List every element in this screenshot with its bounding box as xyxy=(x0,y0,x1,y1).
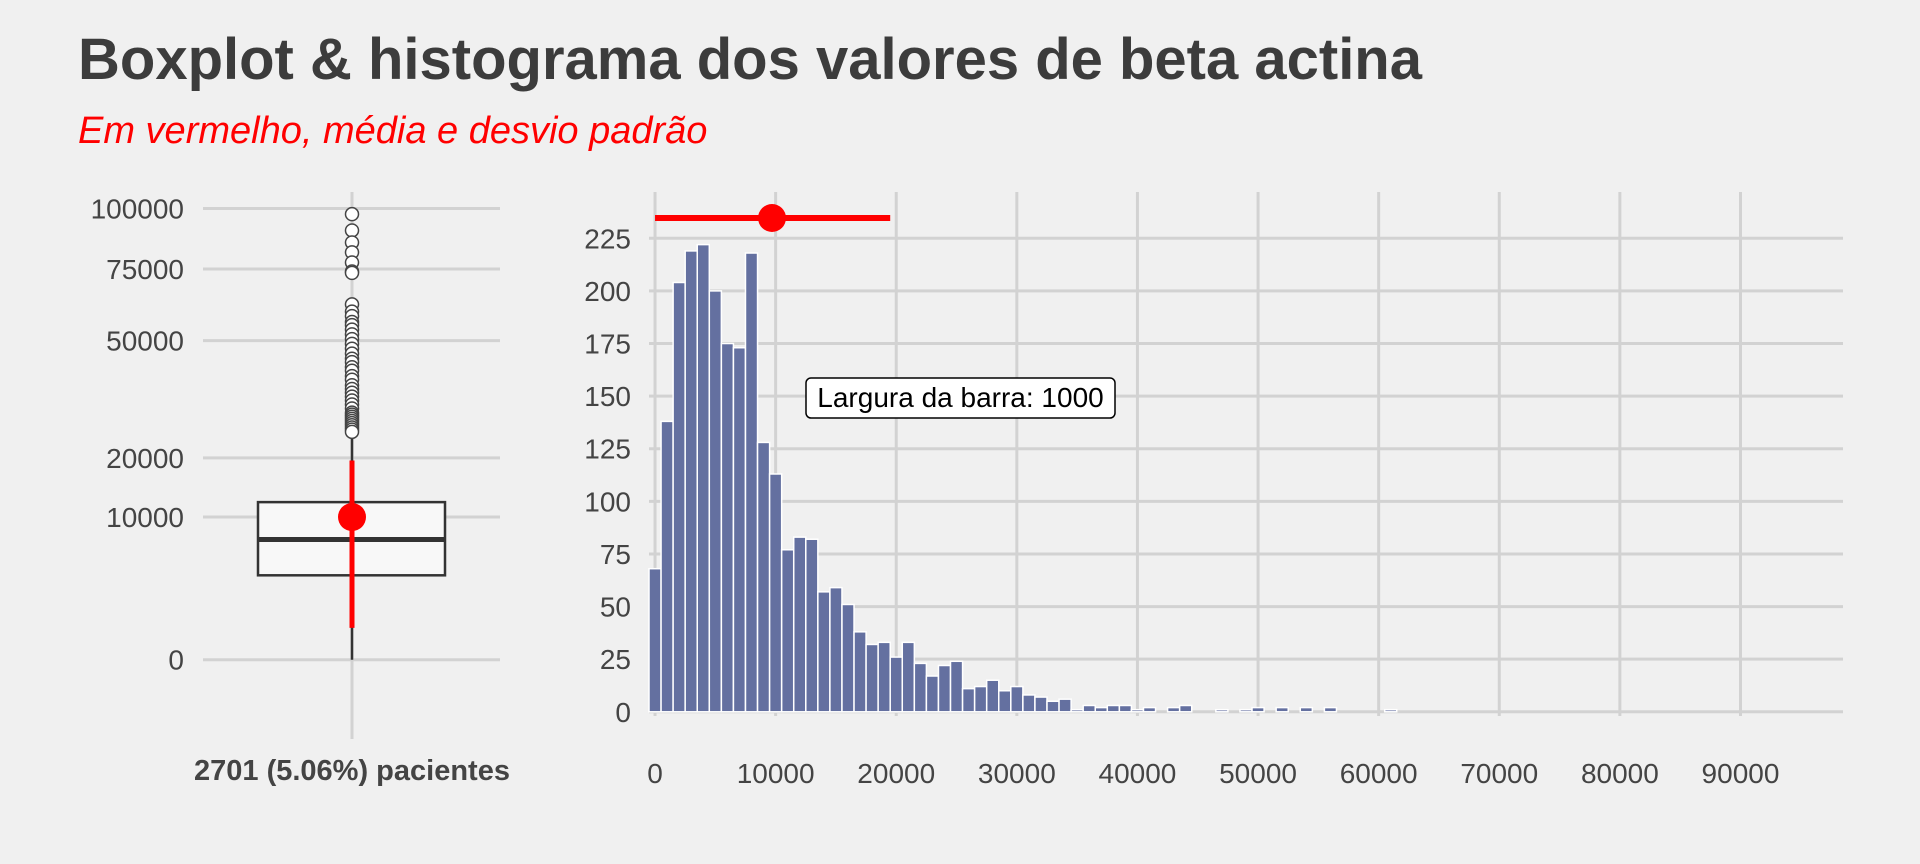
hist-bar xyxy=(794,537,806,712)
hist-mean-point xyxy=(758,204,786,232)
box-y-tick-label: 0 xyxy=(168,645,184,676)
hist-y-tick-label: 150 xyxy=(584,381,631,412)
annotation-text: Largura da barra: 1000 xyxy=(817,382,1103,413)
hist-bar xyxy=(1023,695,1035,712)
hist-bar xyxy=(1071,710,1083,712)
hist-bar xyxy=(733,348,745,712)
hist-bar xyxy=(1059,699,1071,712)
hist-bar xyxy=(806,539,818,712)
hist-bar xyxy=(1324,708,1336,712)
histogram-panel: 0 25 50 75 100 125 150 175 200 225 0 10000 20000 3000… xyxy=(584,192,1843,789)
hist-bar xyxy=(866,644,878,711)
box-outlier-point xyxy=(346,208,359,221)
hist-bar xyxy=(902,642,914,711)
boxplot-panel: 0 10000 20000 50000 75000 100000 2701 (5.06%) … xyxy=(91,192,510,787)
hist-bar xyxy=(770,474,782,712)
box-x-label: 2701 (5.06%) pacientes xyxy=(194,755,510,787)
hist-bar xyxy=(914,663,926,711)
hist-bar xyxy=(1180,705,1192,711)
hist-bar xyxy=(661,421,673,711)
hist-y-tick-label: 225 xyxy=(584,223,631,254)
hist-y-tick-label: 50 xyxy=(600,592,631,623)
hist-y-tick-label: 200 xyxy=(584,276,631,307)
hist-bar xyxy=(1143,708,1155,712)
hist-bar xyxy=(1252,708,1264,712)
hist-x-tick-label: 50000 xyxy=(1219,758,1297,789)
hist-bar xyxy=(1385,710,1397,712)
hist-bar xyxy=(1095,708,1107,712)
hist-x-tick-label: 20000 xyxy=(857,758,935,789)
box-mean-point xyxy=(338,503,366,531)
hist-bar xyxy=(685,251,697,712)
box-y-tick-label: 10000 xyxy=(106,502,184,533)
hist-bar xyxy=(1107,705,1119,711)
hist-bar xyxy=(697,245,709,712)
box-outlier-point xyxy=(346,266,359,279)
hist-bar xyxy=(782,550,794,712)
hist-bar xyxy=(830,588,842,712)
hist-bar xyxy=(649,569,661,712)
hist-bar xyxy=(1119,705,1131,711)
hist-bar xyxy=(987,680,999,712)
hist-bar xyxy=(1300,708,1312,712)
box-outlier-point xyxy=(346,425,359,438)
hist-bar xyxy=(999,691,1011,712)
hist-x-tick-label: 30000 xyxy=(978,758,1056,789)
box-y-tick-label: 75000 xyxy=(106,254,184,285)
hist-bar xyxy=(842,604,854,711)
hist-bar xyxy=(818,592,830,712)
hist-bar xyxy=(745,253,757,712)
hist-bar xyxy=(926,676,938,712)
hist-bar xyxy=(1083,705,1095,711)
hist-x-tick-label: 10000 xyxy=(737,758,815,789)
hist-bar xyxy=(854,632,866,712)
hist-bar xyxy=(673,282,685,711)
hist-bar xyxy=(1240,710,1252,712)
hist-bar xyxy=(890,657,902,712)
box-y-tick-label: 100000 xyxy=(91,193,184,224)
hist-bar xyxy=(1035,697,1047,712)
hist-bar xyxy=(963,689,975,712)
hist-bar xyxy=(1216,710,1228,712)
hist-x-tick-label: 70000 xyxy=(1460,758,1538,789)
hist-bar xyxy=(938,665,950,711)
hist-x-tick-label: 90000 xyxy=(1702,758,1780,789)
hist-y-tick-label: 0 xyxy=(615,697,631,728)
hist-bar xyxy=(1276,708,1288,712)
hist-y-tick-label: 25 xyxy=(600,644,631,675)
box-y-tick-label: 20000 xyxy=(106,443,184,474)
hist-x-tick-label: 80000 xyxy=(1581,758,1659,789)
hist-bar xyxy=(1011,687,1023,712)
hist-bar xyxy=(951,661,963,712)
hist-bar xyxy=(709,291,721,712)
hist-y-tick-label: 100 xyxy=(584,486,631,517)
hist-y-tick-label: 175 xyxy=(584,329,631,360)
hist-bar xyxy=(1168,708,1180,712)
hist-bar xyxy=(975,687,987,712)
hist-x-tick-label: 60000 xyxy=(1340,758,1418,789)
hist-bar xyxy=(721,344,733,712)
hist-bar xyxy=(1047,701,1059,712)
hist-x-tick-label: 0 xyxy=(647,758,663,789)
box-y-tick-label: 50000 xyxy=(106,326,184,357)
hist-bar xyxy=(1131,710,1143,712)
hist-y-tick-label: 75 xyxy=(600,539,631,570)
hist-x-tick-label: 40000 xyxy=(1099,758,1177,789)
box-outlier-point xyxy=(346,224,359,237)
hist-y-tick-label: 125 xyxy=(584,434,631,465)
hist-bar xyxy=(758,442,770,711)
hist-bar xyxy=(878,642,890,711)
